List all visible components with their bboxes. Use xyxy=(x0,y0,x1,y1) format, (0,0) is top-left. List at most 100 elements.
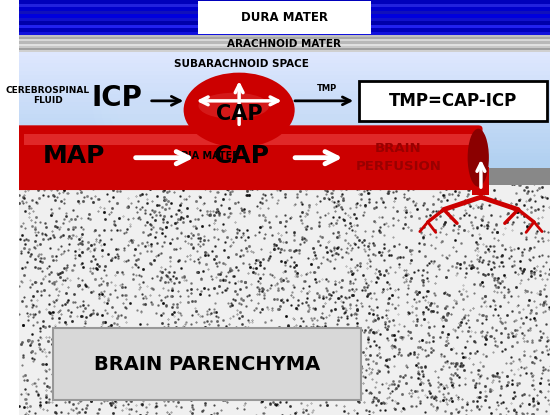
Bar xyxy=(19,24,550,28)
Ellipse shape xyxy=(251,163,275,173)
Bar xyxy=(19,32,550,35)
Ellipse shape xyxy=(172,159,206,177)
Ellipse shape xyxy=(93,44,385,176)
Bar xyxy=(19,98,550,102)
Bar xyxy=(19,35,550,37)
Ellipse shape xyxy=(368,163,392,173)
Bar xyxy=(19,133,550,137)
Bar xyxy=(19,168,550,185)
FancyBboxPatch shape xyxy=(197,1,371,34)
Bar xyxy=(19,4,550,7)
Bar xyxy=(19,21,550,24)
Text: ICP: ICP xyxy=(91,83,142,112)
Bar xyxy=(19,90,550,95)
Bar xyxy=(19,129,550,133)
Bar xyxy=(19,60,550,63)
Bar xyxy=(19,149,550,153)
Ellipse shape xyxy=(177,163,201,173)
Bar xyxy=(19,160,550,164)
Bar xyxy=(19,37,550,39)
Polygon shape xyxy=(208,127,270,143)
Text: BRAIN PARENCHYMA: BRAIN PARENCHYMA xyxy=(94,355,321,374)
Ellipse shape xyxy=(102,163,126,173)
Bar xyxy=(19,125,550,129)
Ellipse shape xyxy=(214,163,238,173)
Ellipse shape xyxy=(199,93,269,119)
Bar xyxy=(19,141,550,145)
Bar xyxy=(19,137,550,141)
Ellipse shape xyxy=(140,163,163,173)
Bar xyxy=(24,134,473,145)
Bar xyxy=(19,168,550,415)
Bar xyxy=(19,0,550,3)
FancyBboxPatch shape xyxy=(53,328,361,400)
Text: MAP: MAP xyxy=(43,144,106,168)
Ellipse shape xyxy=(97,159,131,177)
Bar xyxy=(19,11,550,14)
Bar xyxy=(19,17,550,21)
Bar xyxy=(19,79,550,83)
Ellipse shape xyxy=(184,73,295,147)
Ellipse shape xyxy=(410,163,435,173)
Bar xyxy=(19,71,550,75)
Bar xyxy=(19,50,550,52)
Bar xyxy=(19,114,550,118)
Ellipse shape xyxy=(326,163,349,173)
Text: CAP: CAP xyxy=(216,104,262,124)
Bar xyxy=(19,83,550,87)
Ellipse shape xyxy=(288,163,312,173)
Bar xyxy=(19,67,550,71)
Ellipse shape xyxy=(101,48,377,172)
Bar xyxy=(19,95,550,98)
Bar xyxy=(19,153,550,156)
Bar xyxy=(19,28,550,32)
Bar xyxy=(19,42,550,44)
Bar xyxy=(19,110,550,114)
Bar xyxy=(19,75,550,79)
FancyBboxPatch shape xyxy=(359,81,547,120)
Bar xyxy=(19,118,550,122)
Ellipse shape xyxy=(28,163,52,173)
Ellipse shape xyxy=(134,159,169,177)
Bar xyxy=(19,48,550,50)
Ellipse shape xyxy=(60,159,95,177)
Text: PIA MATER: PIA MATER xyxy=(180,151,239,161)
Bar xyxy=(19,52,550,56)
Bar xyxy=(19,122,550,125)
Text: ARACHNOID MATER: ARACHNOID MATER xyxy=(227,39,342,49)
Bar xyxy=(19,164,550,168)
Ellipse shape xyxy=(362,159,397,177)
Bar xyxy=(19,44,550,46)
Text: TMP=CAP-ICP: TMP=CAP-ICP xyxy=(389,92,517,110)
Bar xyxy=(19,56,550,60)
Text: CEREBROSPINAL
FLUID: CEREBROSPINAL FLUID xyxy=(6,86,90,105)
Text: BRAIN: BRAIN xyxy=(375,142,422,155)
Text: CAP: CAP xyxy=(214,144,270,168)
Text: TMP: TMP xyxy=(317,84,337,93)
Bar xyxy=(19,63,550,67)
Ellipse shape xyxy=(117,56,361,164)
Ellipse shape xyxy=(109,52,370,168)
Ellipse shape xyxy=(468,129,489,187)
Ellipse shape xyxy=(283,159,317,177)
Text: PERFUSION: PERFUSION xyxy=(356,160,442,173)
Bar xyxy=(472,187,490,195)
Bar xyxy=(19,106,550,110)
Bar xyxy=(19,87,550,90)
Bar xyxy=(19,102,550,106)
Ellipse shape xyxy=(23,159,57,177)
Bar xyxy=(19,156,550,160)
Bar xyxy=(19,7,550,10)
Bar xyxy=(19,39,550,42)
Ellipse shape xyxy=(208,159,243,177)
Bar xyxy=(19,46,550,48)
Bar xyxy=(19,14,550,17)
Text: SUBARACHNOID SPACE: SUBARACHNOID SPACE xyxy=(174,59,309,69)
Bar xyxy=(472,167,490,187)
Text: DURA MATER: DURA MATER xyxy=(241,11,328,24)
FancyBboxPatch shape xyxy=(14,125,482,190)
Ellipse shape xyxy=(320,159,355,177)
Ellipse shape xyxy=(405,159,440,177)
Bar xyxy=(19,145,550,149)
Ellipse shape xyxy=(246,159,280,177)
